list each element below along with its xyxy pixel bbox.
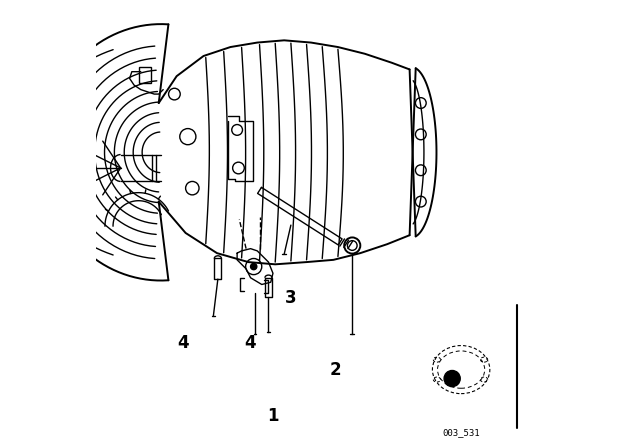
- Text: 4: 4: [244, 334, 257, 352]
- Text: 2: 2: [330, 361, 342, 379]
- Text: 3: 3: [285, 289, 297, 307]
- Text: 1: 1: [268, 407, 278, 425]
- FancyBboxPatch shape: [139, 67, 151, 83]
- Circle shape: [251, 263, 257, 270]
- Circle shape: [444, 370, 460, 387]
- Text: 4: 4: [177, 334, 189, 352]
- Text: 003_531: 003_531: [442, 428, 480, 437]
